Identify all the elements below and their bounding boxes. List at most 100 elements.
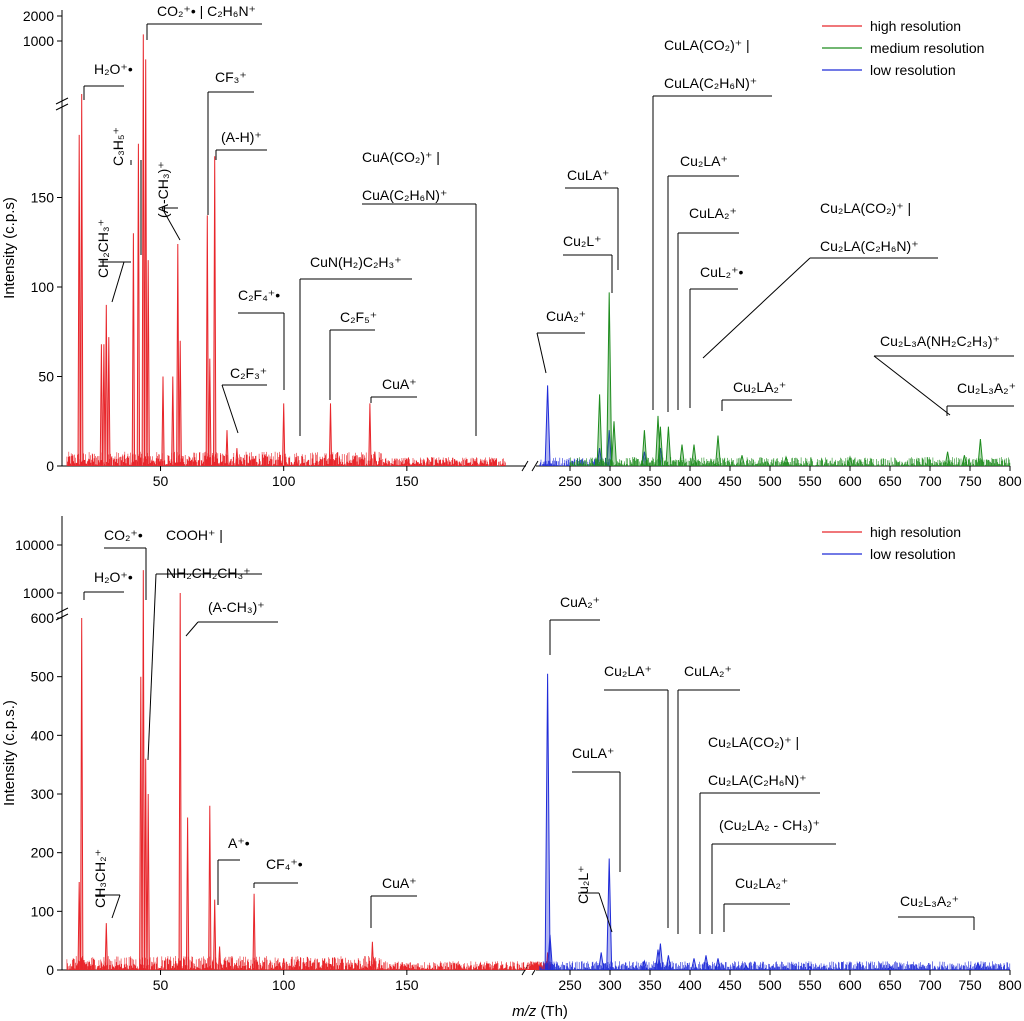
annotation-text: CuLA(CO₂)⁺ |: [664, 37, 750, 53]
peak-annotation: (Cu₂LA₂ - CH₃)⁺: [711, 817, 836, 934]
annotation-text: CuN(H₂)C₂H₃⁺: [310, 254, 402, 270]
data-peak: [715, 958, 721, 971]
data-peak: [294, 457, 298, 467]
annotation-text: A⁺•: [228, 835, 250, 851]
series-low-resolution: [539, 673, 1011, 971]
peak-annotation: Cu₂LA⁺: [604, 663, 669, 928]
y-axis-break-mark: [55, 607, 69, 621]
peak-annotation: Cu₂LA⁺: [667, 153, 739, 412]
annotation-text: CuA₂⁺: [546, 308, 586, 324]
series-high-resolution: [66, 34, 506, 467]
x-tick-label: 50: [153, 473, 169, 489]
x-tick-label: 500: [758, 473, 782, 489]
data-peak: [252, 893, 256, 971]
series-noise: [66, 956, 552, 970]
data-peak: [479, 460, 483, 467]
annotation-text: Cu₂L⁺: [575, 865, 591, 904]
peak-annotation: Cu₂L₃A₂⁺: [946, 380, 1016, 416]
data-peak: [144, 758, 148, 971]
annotation-leader: [161, 207, 181, 241]
data-peak: [328, 964, 333, 971]
y-axis-label: Intensity (c.p.s): [1, 197, 18, 299]
data-peak: [208, 358, 212, 467]
peak-annotation: CH₂CH₃⁺: [95, 219, 131, 303]
annotation-text: (Cu₂LA₂ - CH₃)⁺: [719, 817, 820, 833]
data-peak: [887, 965, 893, 971]
x-tick-label: 750: [958, 977, 982, 993]
x-tick-label: 50: [153, 977, 169, 993]
peak-annotation: CO₂⁺• | C₂H₆N⁺: [146, 3, 262, 40]
x-tick-label: 800: [998, 473, 1022, 489]
y-tick-label: 300: [31, 786, 55, 802]
x-tick-label: 700: [918, 977, 942, 993]
peak-annotation: CuLA⁺: [572, 745, 621, 872]
annotation-leader: [221, 384, 239, 434]
data-peak: [141, 34, 145, 467]
y-tick-label: 0: [46, 458, 54, 474]
y-tick-label: 50: [38, 369, 54, 385]
peak-annotation: CH₃CH₂⁺: [92, 849, 121, 919]
annotation-text: CuA(C₂H₆N)⁺: [362, 187, 447, 203]
legend-label: low resolution: [870, 546, 956, 562]
data-peak: [80, 617, 84, 971]
peak-annotation: CuA₂⁺: [536, 308, 586, 374]
data-peak: [611, 421, 617, 467]
data-peak: [598, 952, 605, 971]
data-peak: [141, 570, 145, 971]
data-peak: [213, 156, 217, 467]
annotation-text: CH₃CH₂⁺: [92, 849, 108, 908]
data-peak: [139, 676, 143, 971]
annotation-text: CO₂⁺•: [104, 527, 143, 543]
data-peak: [178, 340, 182, 467]
peak-annotation: C₃H₅⁺: [110, 127, 142, 255]
peak-annotation: CuLA₂⁺: [677, 205, 739, 410]
top-panel: 0 50 100 150 1000 2000 50 100 150 250 300 350 400 450…: [1, 3, 1022, 489]
y-tick-label: 2000: [23, 8, 54, 24]
data-peak: [691, 958, 697, 971]
annotation-text: CF₃⁺: [215, 69, 247, 85]
annotation-text: Cu₂LA(CO₂)⁺ |: [708, 734, 799, 750]
annotation-text: CF₄⁺•: [266, 856, 303, 872]
annotation-text: C₂F₃⁺: [230, 365, 267, 381]
data-peak: [715, 435, 721, 467]
annotation-text: Cu₂LA(CO₂)⁺ |: [820, 200, 911, 216]
peak-annotation: CuLA⁺: [565, 167, 619, 270]
annotation-text: Cu₂LA₂⁺: [735, 875, 788, 891]
data-peak: [606, 858, 613, 971]
y-tick-label: 200: [31, 845, 55, 861]
data-peak: [665, 426, 672, 467]
y-tick-label: 100: [31, 279, 55, 295]
annotation-leader: [536, 332, 547, 374]
data-peak: [606, 292, 613, 467]
annotation-text: (A-CH₃)⁺: [155, 161, 171, 218]
data-peak: [847, 455, 853, 467]
series-medium-resolution: [569, 292, 1011, 467]
y-tick-label: 1000: [23, 585, 54, 601]
annotation-text: (A-CH₃)⁺: [208, 599, 265, 615]
x-tick-label: 100: [272, 977, 296, 993]
peak-annotation: C₂F₅⁺: [329, 309, 377, 400]
peak-annotation: (A-H)⁺: [215, 129, 267, 160]
data-peak: [657, 943, 664, 971]
data-peak: [961, 455, 968, 467]
annotation-text: CuLA(C₂H₆N)⁺: [664, 75, 757, 91]
peak-annotation: H₂O⁺•: [83, 569, 133, 600]
x-tick-label: 500: [758, 977, 782, 993]
data-peak: [205, 215, 209, 467]
y-tick-label: 0: [46, 962, 54, 978]
annotation-text: Cu₂LA(C₂H₆N)⁺: [708, 772, 807, 788]
x-tick-label: 400: [678, 473, 702, 489]
y-tick-label: 400: [31, 727, 55, 743]
x-tick-label: 150: [395, 977, 419, 993]
peak-annotation: (A-CH₃)⁺: [155, 161, 181, 241]
peak-annotation: C₂F₄⁺•: [238, 287, 285, 390]
annotation-text: CuLA₂⁺: [689, 205, 737, 221]
data-peak: [328, 403, 333, 467]
y-tick-label: 600: [31, 610, 55, 626]
peak-annotation: CuA₂⁺: [549, 594, 600, 655]
x-tick-label: 450: [718, 977, 742, 993]
x-tick-label: 150: [395, 473, 419, 489]
annotation-leader: [111, 261, 125, 303]
peak-annotation: CuL₂⁺•: [689, 264, 744, 408]
annotation-text: CuA(CO₂)⁺ |: [362, 149, 440, 165]
